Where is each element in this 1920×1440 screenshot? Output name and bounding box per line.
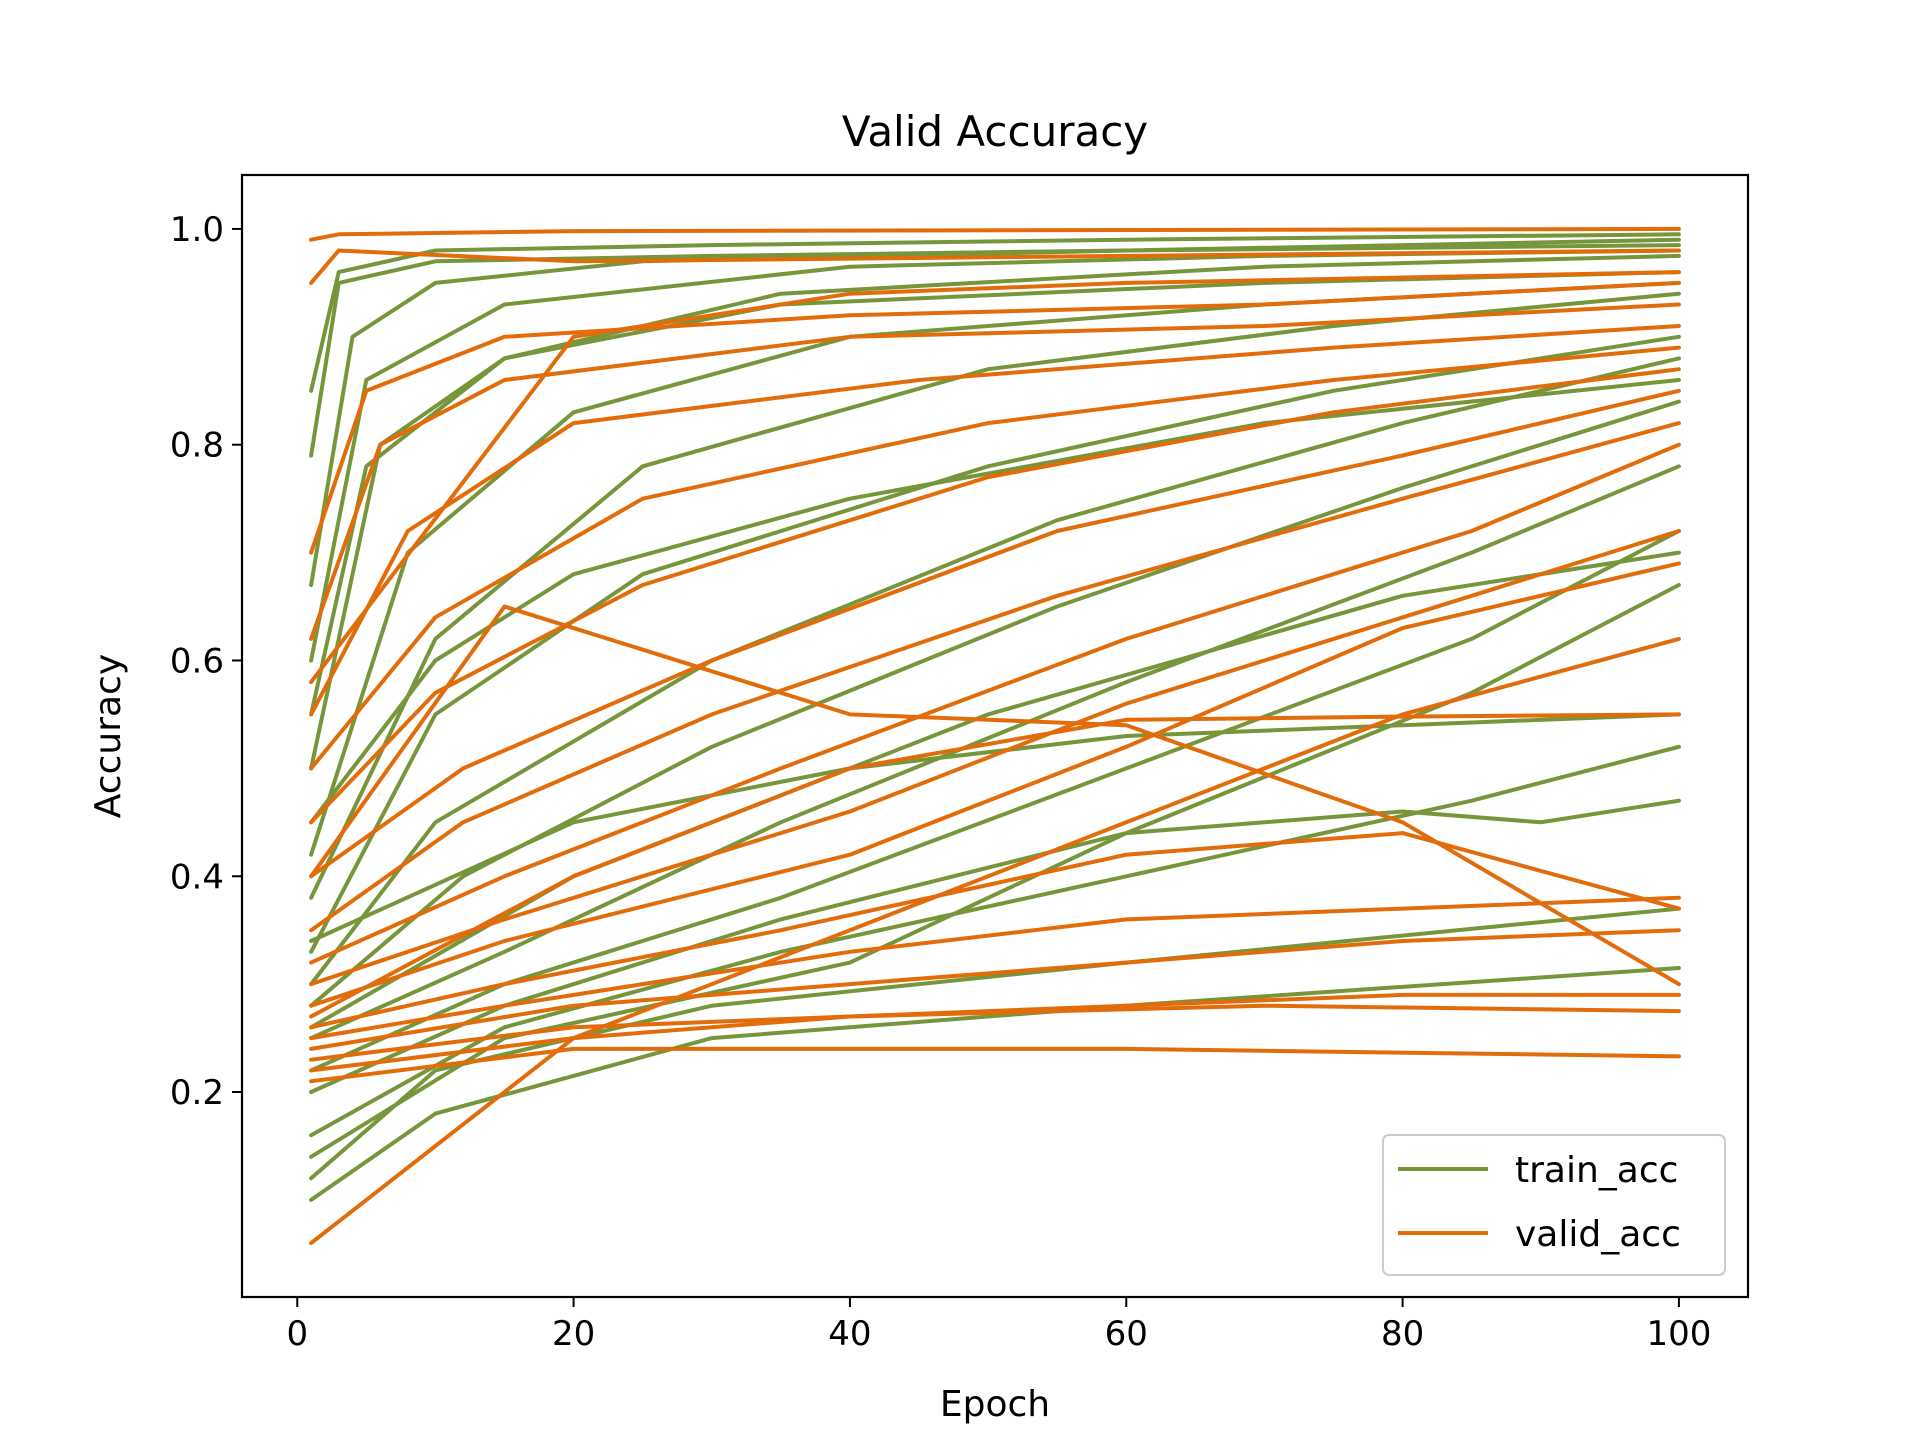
- chart-title: Valid Accuracy: [842, 107, 1148, 156]
- x-tick-label: 0: [286, 1314, 308, 1354]
- x-tick-label: 40: [828, 1314, 871, 1354]
- legend-label-train: train_acc: [1515, 1150, 1678, 1191]
- train_acc-run-13: [311, 747, 1679, 1135]
- valid_acc-run-4: [311, 326, 1679, 714]
- y-tick-label: 0.2: [170, 1073, 224, 1113]
- y-tick-label: 0.8: [170, 426, 224, 466]
- x-axis: 0 20 40 60 80 100: [286, 1297, 1711, 1354]
- x-tick-label: 20: [552, 1314, 595, 1354]
- x-tick-label: 80: [1381, 1314, 1424, 1354]
- x-tick-label: 60: [1105, 1314, 1148, 1354]
- legend-label-valid: valid_acc: [1515, 1214, 1681, 1255]
- train_acc-run-7: [311, 337, 1679, 952]
- x-tick-label: 100: [1646, 1314, 1711, 1354]
- y-tick-label: 0.4: [170, 857, 224, 897]
- y-axis-label: Accuracy: [88, 654, 129, 818]
- train_acc-run-20: [311, 553, 1679, 1028]
- y-axis: 0.2 0.4 0.6 0.8 1.0: [170, 210, 242, 1113]
- y-tick-label: 1.0: [170, 210, 224, 250]
- y-tick-label: 0.6: [170, 641, 224, 681]
- series-layer: [311, 229, 1679, 1243]
- train_acc-run-8: [311, 358, 1679, 984]
- valid_acc-run-18: [311, 1049, 1679, 1081]
- legend: train_acc valid_acc: [1383, 1135, 1725, 1275]
- valid_acc-run-2: [311, 283, 1679, 553]
- valid_acc-run-10: [311, 531, 1679, 984]
- x-axis-label: Epoch: [940, 1384, 1050, 1425]
